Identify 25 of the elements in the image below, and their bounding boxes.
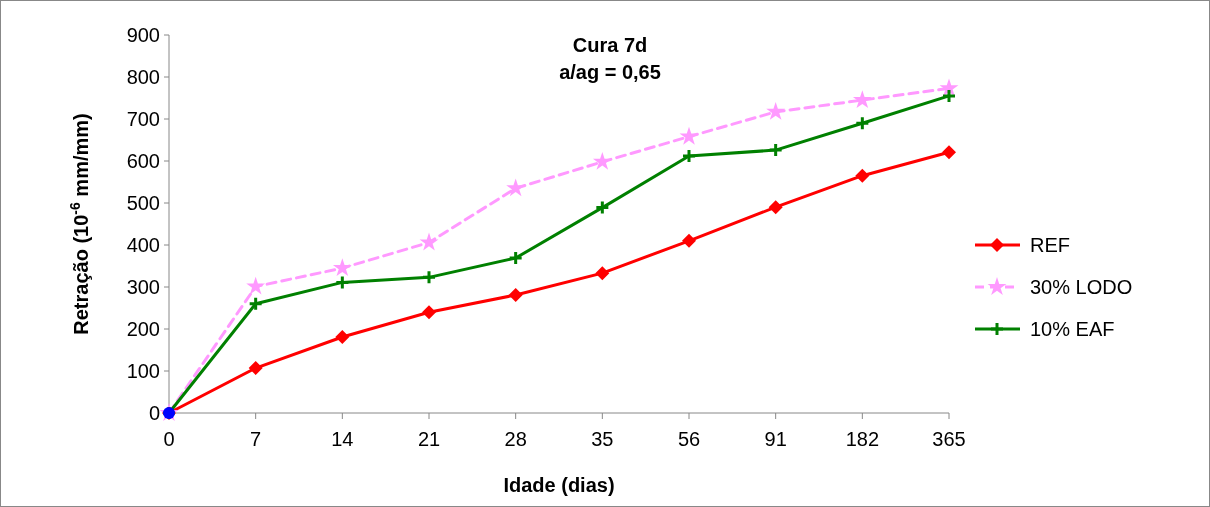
y-tick-label: 700 (126, 108, 160, 130)
y-tick-label: 400 (126, 234, 160, 256)
y-tick-label: 800 (126, 66, 160, 88)
y-tick-label: 900 (126, 24, 160, 46)
y-tick-label: 500 (126, 192, 160, 214)
x-axis-title: Idade (dias) (503, 474, 615, 496)
y-tick-label: 300 (126, 276, 160, 298)
x-tick-label: 7 (250, 428, 262, 450)
x-tick-label: 28 (504, 428, 527, 450)
y-tick-label: 600 (126, 150, 160, 172)
y-tick-label: 200 (126, 318, 160, 340)
y-tick-label: 100 (126, 360, 160, 382)
x-tick-label: 0 (163, 428, 175, 450)
x-tick-label: 35 (591, 428, 614, 450)
text: Cura 7d a/ag = 0,65 (559, 34, 661, 83)
x-tick-label: 56 (677, 428, 701, 450)
x-tick-label: 14 (331, 428, 354, 450)
legend-label: 10% EAF (1030, 318, 1115, 340)
legend-label: 30% LODO (1030, 276, 1133, 298)
legend-label: REF (1030, 234, 1070, 256)
y-tick-label: 0 (148, 402, 160, 424)
x-tick-label: 21 (417, 428, 441, 450)
x-tick-label: 365 (932, 428, 966, 450)
x-tick-label: 91 (764, 428, 787, 450)
x-tick-label: 182 (845, 428, 880, 450)
